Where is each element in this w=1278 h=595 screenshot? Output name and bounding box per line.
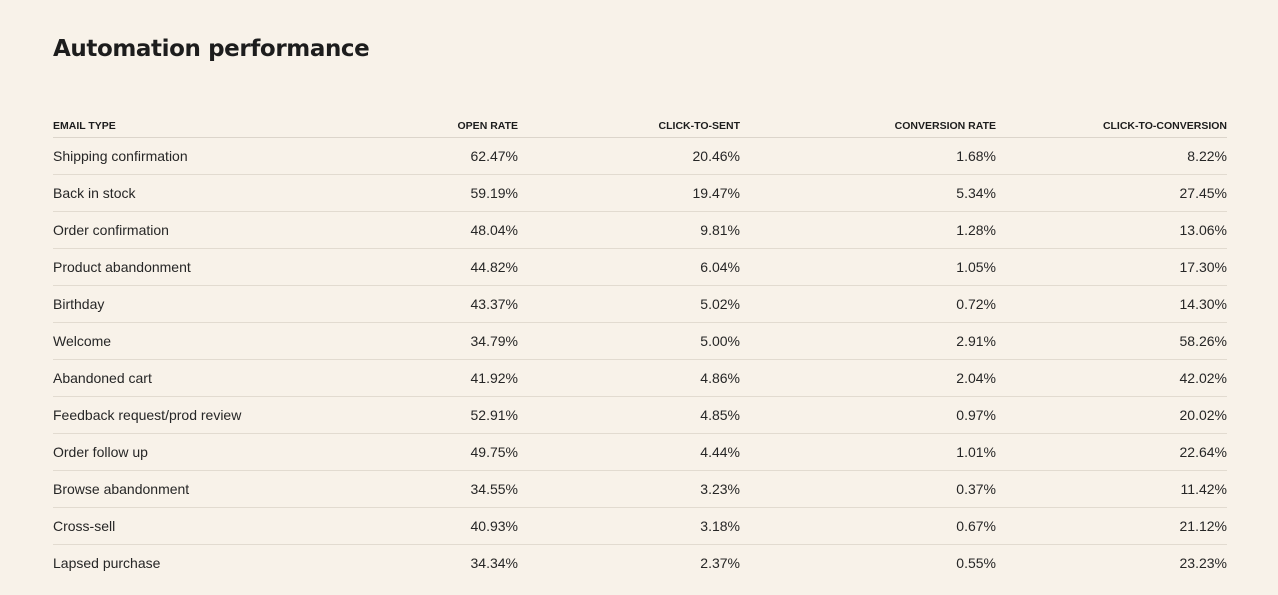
cell-email-type: Order follow up: [53, 433, 413, 471]
cell-open-rate: 59.19%: [413, 174, 518, 212]
automation-performance-table: EMAIL TYPE OPEN RATE CLICK-TO-SENT CONVE…: [53, 101, 1227, 581]
cell-click-to-sent: 4.86%: [518, 359, 740, 397]
table-row: Abandoned cart 41.92% 4.86% 2.04% 42.02%: [53, 359, 1227, 397]
cell-open-rate: 52.91%: [413, 396, 518, 434]
cell-click-to-conversion: 27.45%: [996, 174, 1227, 212]
cell-click-to-sent: 3.18%: [518, 507, 740, 545]
cell-email-type: Back in stock: [53, 174, 413, 212]
header-open-rate: OPEN RATE: [413, 101, 518, 138]
cell-click-to-conversion: 58.26%: [996, 322, 1227, 360]
cell-email-type: Feedback request/prod review: [53, 396, 413, 434]
cell-email-type: Birthday: [53, 285, 413, 323]
cell-conversion-rate: 0.72%: [740, 285, 996, 323]
cell-click-to-conversion: 8.22%: [996, 137, 1227, 175]
cell-click-to-conversion: 20.02%: [996, 396, 1227, 434]
cell-open-rate: 62.47%: [413, 137, 518, 175]
cell-click-to-conversion: 23.23%: [1179, 555, 1227, 571]
cell-click-to-conversion: 17.30%: [996, 248, 1227, 286]
cell-conversion-rate: 2.04%: [740, 359, 996, 397]
table-row: Back in stock 59.19% 19.47% 5.34% 27.45%: [53, 174, 1227, 212]
table-row: Shipping confirmation 62.47% 20.46% 1.68…: [53, 137, 1227, 175]
cell-conversion-rate: 1.01%: [740, 433, 996, 471]
cell-click-to-sent: 19.47%: [518, 174, 740, 212]
cell-open-rate: 41.92%: [413, 359, 518, 397]
cell-click-to-sent: 4.44%: [518, 433, 740, 471]
cell-email-type: Browse abandonment: [53, 470, 413, 508]
cell-open-rate: 40.93%: [413, 507, 518, 545]
page-title: Automation performance: [53, 36, 370, 62]
header-conversion-rate: CONVERSION RATE: [740, 101, 996, 138]
cell-open-rate: 43.37%: [413, 285, 518, 323]
table-row: Birthday 43.37% 5.02% 0.72% 14.30%: [53, 285, 1227, 323]
cell-open-rate: 49.75%: [413, 433, 518, 471]
table-header: EMAIL TYPE OPEN RATE CLICK-TO-SENT CONVE…: [53, 101, 1227, 138]
cell-click-to-sent: 2.37%: [700, 555, 740, 571]
cell-open-rate: 44.82%: [413, 248, 518, 286]
table-row: Product abandonment 44.82% 6.04% 1.05% 1…: [53, 248, 1227, 286]
table-row: Welcome 34.79% 5.00% 2.91% 58.26%: [53, 322, 1227, 360]
cell-email-type: Abandoned cart: [53, 359, 413, 397]
table-body: Shipping confirmation 62.47% 20.46% 1.68…: [53, 137, 1227, 582]
cell-conversion-rate: 0.97%: [740, 396, 996, 434]
cell-click-to-sent: 3.23%: [518, 470, 740, 508]
cell-click-to-sent: 5.00%: [518, 322, 740, 360]
cell-email-type: Cross-sell: [53, 507, 413, 545]
cell-click-to-conversion: 14.30%: [996, 285, 1227, 323]
cell-open-rate: 48.04%: [413, 211, 518, 249]
cell-click-to-sent: 20.46%: [518, 137, 740, 175]
header-click-to-sent: CLICK-TO-SENT: [518, 101, 740, 138]
cell-email-type: Shipping confirmation: [53, 137, 413, 175]
cell-conversion-rate: 1.05%: [740, 248, 996, 286]
cell-email-type: Welcome: [53, 322, 413, 360]
cell-click-to-sent: 5.02%: [518, 285, 740, 323]
cell-open-rate: 34.34%: [470, 555, 518, 571]
table-row: Order follow up 49.75% 4.44% 1.01% 22.64…: [53, 433, 1227, 471]
cell-email-type: Lapsed purchase: [53, 555, 161, 571]
header-click-to-conversion: CLICK-TO-CONVERSION: [996, 101, 1227, 138]
table-row: Cross-sell 40.93% 3.18% 0.67% 21.12%: [53, 507, 1227, 545]
cell-click-to-conversion: 21.12%: [996, 507, 1227, 545]
cell-conversion-rate: 1.28%: [740, 211, 996, 249]
cell-conversion-rate: 0.55%: [956, 555, 996, 571]
cell-click-to-conversion: 13.06%: [996, 211, 1227, 249]
cell-conversion-rate: 1.68%: [740, 137, 996, 175]
table-row: Lapsed purchase 34.34% 2.37% 0.55% 23.23…: [53, 545, 1227, 582]
cell-click-to-sent: 6.04%: [518, 248, 740, 286]
header-email-type: EMAIL TYPE: [53, 101, 413, 138]
cell-conversion-rate: 0.67%: [740, 507, 996, 545]
cell-open-rate: 34.55%: [413, 470, 518, 508]
cell-conversion-rate: 2.91%: [740, 322, 996, 360]
table-row: Browse abandonment 34.55% 3.23% 0.37% 11…: [53, 470, 1227, 508]
cell-email-type: Product abandonment: [53, 248, 413, 286]
cell-click-to-conversion: 11.42%: [996, 470, 1227, 508]
cell-conversion-rate: 5.34%: [740, 174, 996, 212]
table-row: Feedback request/prod review 52.91% 4.85…: [53, 396, 1227, 434]
cell-click-to-conversion: 42.02%: [996, 359, 1227, 397]
table-row: Order confirmation 48.04% 9.81% 1.28% 13…: [53, 211, 1227, 249]
cell-click-to-sent: 4.85%: [518, 396, 740, 434]
cell-email-type: Order confirmation: [53, 211, 413, 249]
header-row: EMAIL TYPE OPEN RATE CLICK-TO-SENT CONVE…: [53, 101, 1227, 138]
cell-click-to-sent: 9.81%: [518, 211, 740, 249]
cell-click-to-conversion: 22.64%: [996, 433, 1227, 471]
cell-open-rate: 34.79%: [413, 322, 518, 360]
cell-conversion-rate: 0.37%: [740, 470, 996, 508]
